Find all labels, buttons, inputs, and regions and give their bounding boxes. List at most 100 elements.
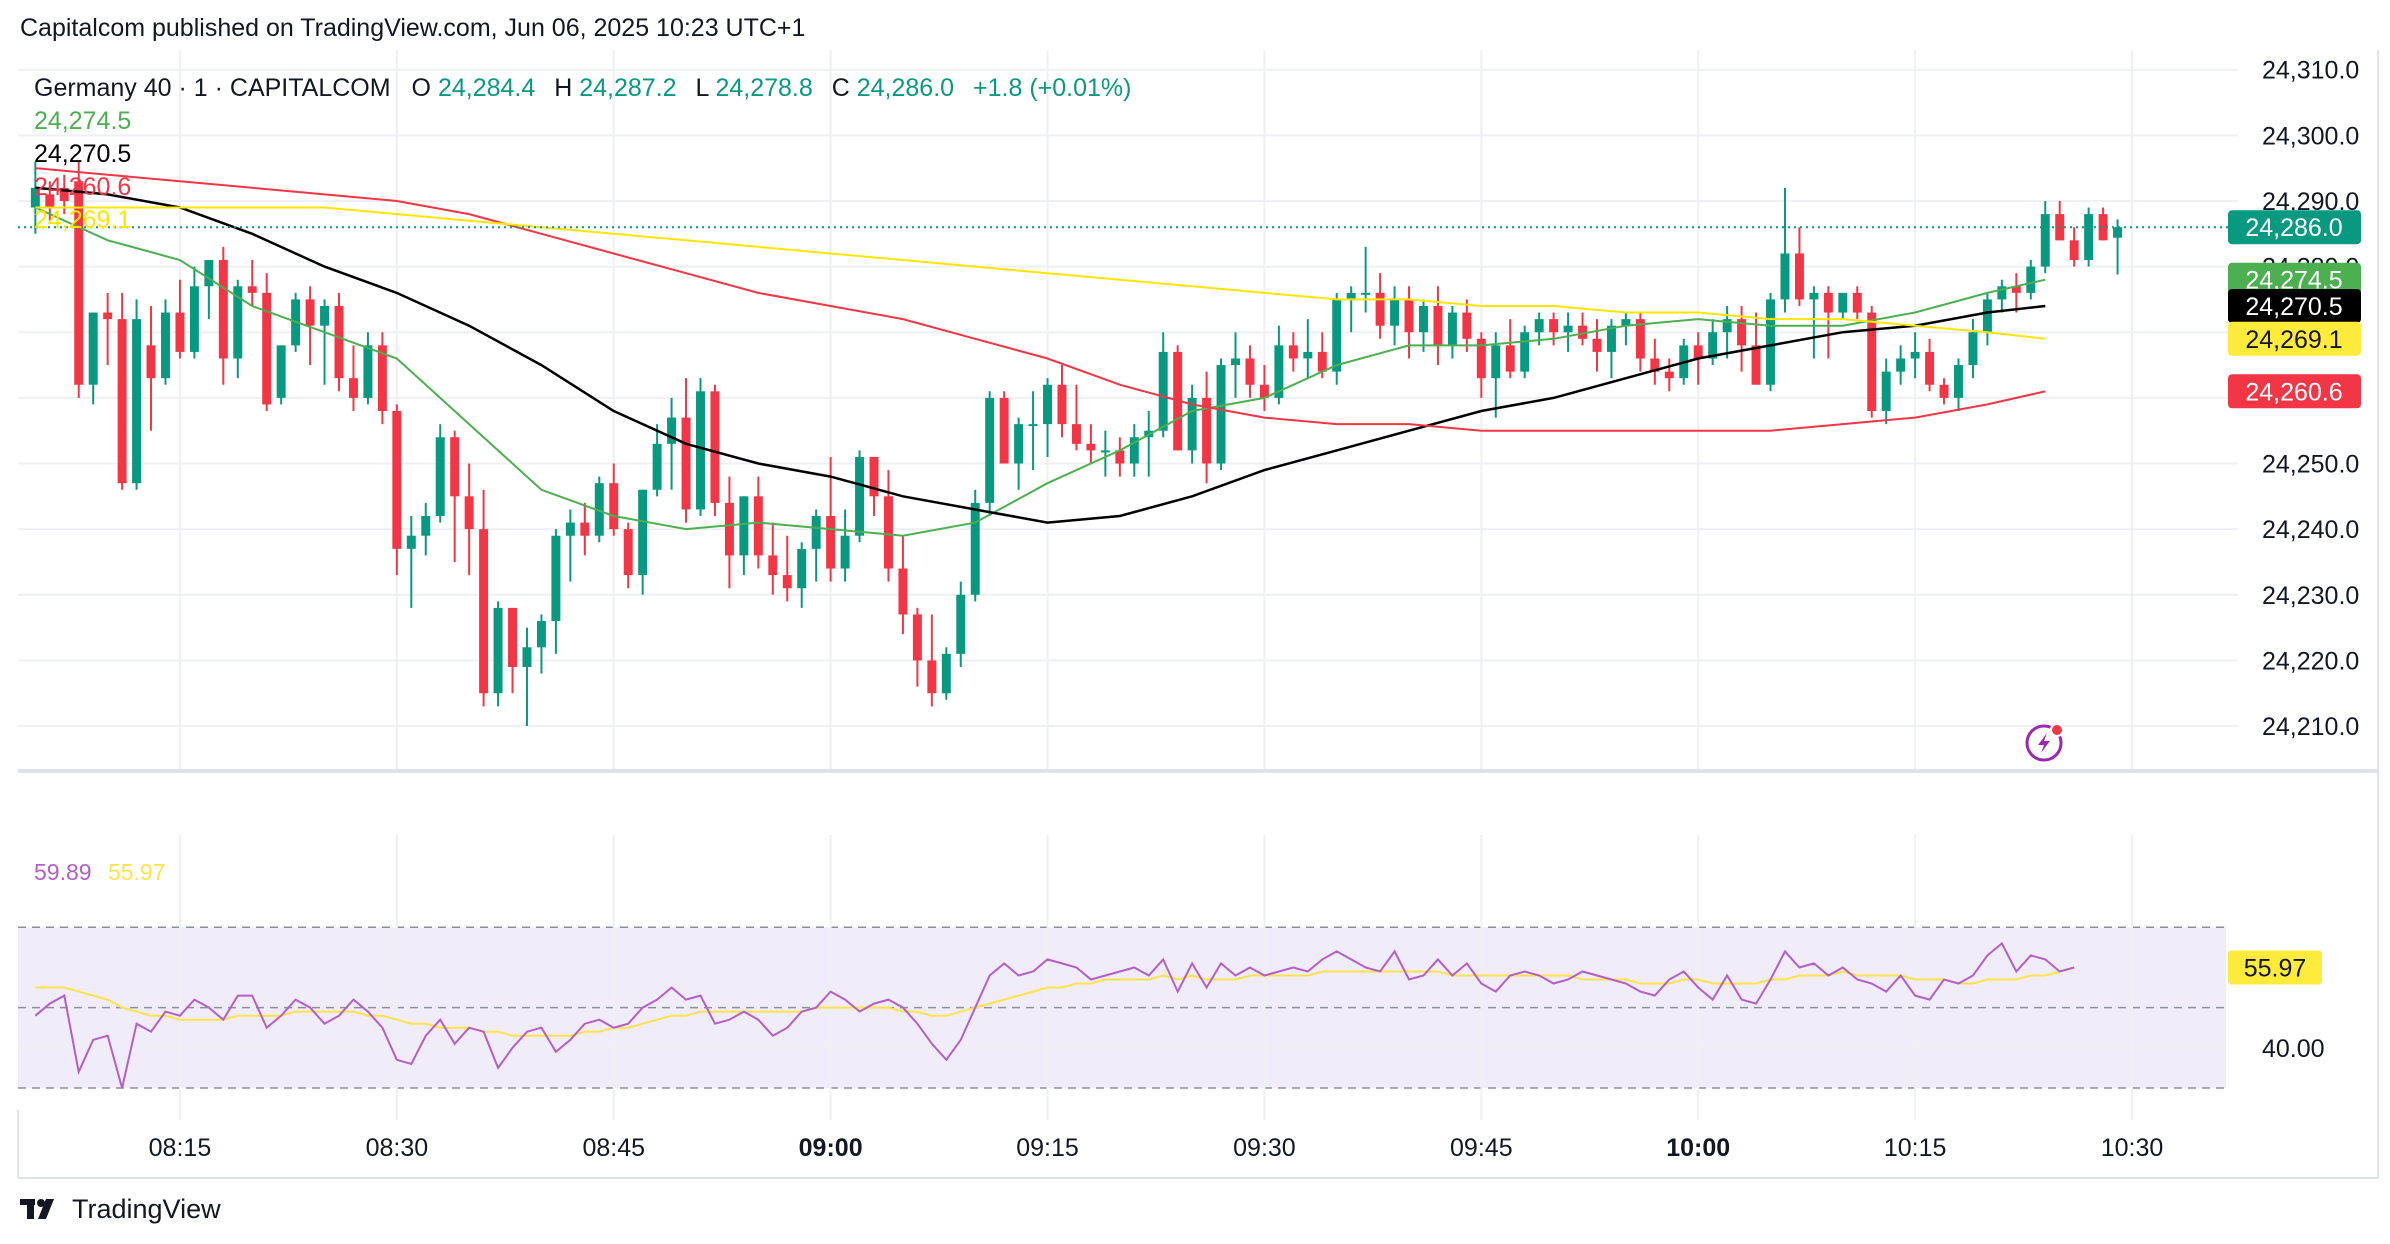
candle-body bbox=[1028, 424, 1038, 427]
candle-body bbox=[1867, 312, 1877, 411]
candle-body bbox=[1259, 384, 1269, 398]
candle-body bbox=[305, 299, 315, 326]
candle-body bbox=[377, 345, 387, 411]
high-label: H bbox=[554, 74, 572, 102]
ema-green-legend: 24,274.5 bbox=[34, 107, 131, 135]
lightning-circle-icon[interactable] bbox=[2025, 723, 2064, 762]
candle-body bbox=[479, 529, 489, 694]
rsi-lines bbox=[34, 941, 2075, 1089]
candle-body bbox=[927, 660, 937, 694]
candle-body bbox=[1187, 397, 1197, 451]
candle-body bbox=[1766, 299, 1776, 385]
candle-body bbox=[1231, 358, 1240, 366]
price-tick-label: 24,300.0 bbox=[2262, 122, 2359, 150]
time-tick-label: 10:00 bbox=[1666, 1134, 1730, 1162]
candle-body bbox=[768, 555, 778, 576]
time-tick-label: 10:15 bbox=[1884, 1134, 1947, 1162]
candle-body bbox=[1635, 319, 1645, 359]
candle-body bbox=[1491, 345, 1501, 379]
low-value: 24,278.8 bbox=[715, 74, 812, 102]
candle-body bbox=[869, 456, 879, 497]
candle-body bbox=[334, 305, 344, 379]
candle-body bbox=[435, 437, 445, 517]
price-grid bbox=[18, 50, 2378, 773]
candle-body bbox=[1997, 286, 2007, 300]
candle-body bbox=[363, 345, 373, 398]
candle-body bbox=[681, 417, 691, 510]
candle-body bbox=[2011, 286, 2021, 293]
candle-body bbox=[912, 614, 922, 661]
candle-body bbox=[1939, 384, 1949, 398]
candle-body bbox=[1317, 351, 1327, 372]
candle-body bbox=[1129, 437, 1139, 464]
candle-body bbox=[175, 312, 185, 352]
candle-body bbox=[1288, 345, 1298, 359]
rsi-legend: 59.89 55.97 bbox=[34, 859, 166, 885]
candle-body bbox=[565, 522, 575, 536]
price-tag-label: 24,286.0 bbox=[2245, 214, 2342, 242]
candle-body bbox=[1650, 358, 1660, 372]
main-price-pane[interactable]: 24,310.024,300.024,290.024,280.024,250.0… bbox=[18, 50, 2378, 773]
candle-body bbox=[1332, 299, 1342, 372]
rsi-axis[interactable]: 40.00 bbox=[2262, 1035, 2325, 1063]
candle-body bbox=[74, 181, 84, 385]
candle-body bbox=[956, 594, 966, 654]
rsi-series-line bbox=[34, 941, 2075, 1089]
candle-body bbox=[493, 607, 503, 694]
price-tick-label: 24,210.0 bbox=[2262, 713, 2359, 741]
candle-body bbox=[320, 305, 330, 326]
time-tick-label: 10:30 bbox=[2101, 1134, 2164, 1162]
rsi-series-line bbox=[35, 966, 2075, 1037]
candle-body bbox=[1361, 292, 1371, 295]
ema-black-legend: 24,270.5 bbox=[34, 140, 131, 168]
rsi-ma-legend-value: 55.97 bbox=[108, 859, 166, 885]
candle-body bbox=[247, 286, 257, 293]
price-tag-bg bbox=[2228, 210, 2361, 245]
high-value: 24,287.2 bbox=[579, 74, 676, 102]
price-tick-label: 24,230.0 bbox=[2262, 582, 2359, 610]
candle-body bbox=[1621, 319, 1631, 326]
candle-body bbox=[348, 378, 358, 398]
candle-body bbox=[508, 607, 518, 667]
candle-body bbox=[2113, 227, 2123, 238]
open-label: O bbox=[412, 74, 431, 102]
candle-body bbox=[59, 187, 69, 201]
candle-body bbox=[1780, 253, 1790, 300]
candle-body bbox=[667, 417, 677, 444]
candle-body bbox=[406, 535, 416, 549]
candle-body bbox=[392, 411, 402, 549]
candle-body bbox=[262, 292, 272, 405]
change-value: +1.8 (+0.01%) bbox=[973, 74, 1131, 102]
candle-body bbox=[117, 319, 127, 484]
price-tag-label: 24,260.6 bbox=[2245, 378, 2342, 406]
ohlc-legend: Germany 40 · 1 · CAPITALCOM O 24,284.4 H… bbox=[34, 74, 1131, 102]
candle-body bbox=[898, 568, 908, 615]
price-tag-bg bbox=[2228, 374, 2361, 409]
time-axis[interactable]: 08:15 08:30 08:45 09:00 09:15 09:30 09:45 10:00… bbox=[17, 50, 2379, 1179]
price-tag-label: 24,269.1 bbox=[2245, 326, 2342, 354]
time-tick-label: 09:30 bbox=[1233, 1134, 1296, 1162]
candle-body bbox=[2084, 214, 2094, 261]
rsi-grid bbox=[18, 835, 2226, 1120]
candle-body bbox=[840, 535, 850, 569]
candle-body bbox=[883, 496, 893, 569]
tradingview-brand[interactable]: TradingView bbox=[20, 1194, 221, 1225]
candle-body bbox=[1404, 299, 1414, 333]
candle-body bbox=[580, 522, 590, 536]
price-tick-label: 24,240.0 bbox=[2262, 516, 2359, 544]
candle-body bbox=[753, 496, 763, 556]
candle-body bbox=[1693, 345, 1703, 359]
price-tags: 24,286.024,274.524,270.524,260.624,269.1 bbox=[2228, 210, 2361, 409]
candle-body bbox=[1476, 338, 1486, 379]
time-tick-label: 09:45 bbox=[1450, 1134, 1513, 1162]
candle-body bbox=[826, 516, 836, 569]
candle-body bbox=[146, 345, 156, 379]
candle-body bbox=[1419, 305, 1428, 333]
candle-body bbox=[1216, 365, 1226, 464]
low-label: L bbox=[696, 74, 710, 102]
candle-body bbox=[103, 312, 113, 320]
candle-body bbox=[1158, 351, 1168, 431]
